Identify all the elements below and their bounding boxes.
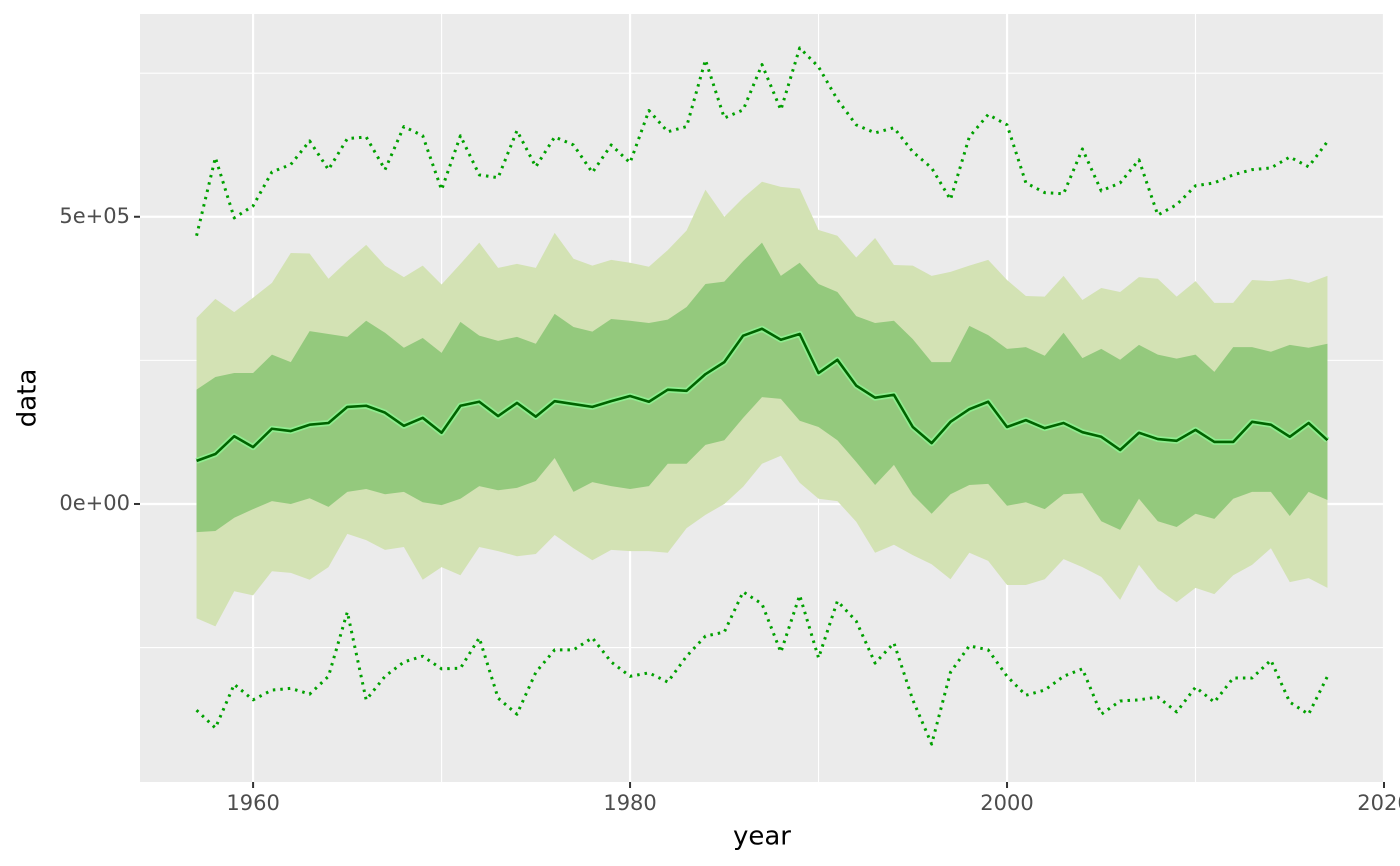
dotted-line [195, 46, 1329, 237]
ribbon [196, 181, 1328, 627]
x-axis-title: year [733, 822, 791, 852]
x-tick-label: 2020 [1357, 791, 1400, 815]
x-tick-label: 1960 [226, 791, 279, 815]
y-tick-label: 0e+00 [59, 491, 130, 515]
marks [195, 46, 1330, 746]
x-tick-label: 1980 [603, 791, 656, 815]
x-tick-label: 2000 [980, 791, 1033, 815]
y-axis-title: data [13, 369, 43, 428]
line [196, 327, 1329, 463]
y-tick-label: 5e+05 [59, 204, 130, 228]
ribbon [196, 242, 1328, 533]
